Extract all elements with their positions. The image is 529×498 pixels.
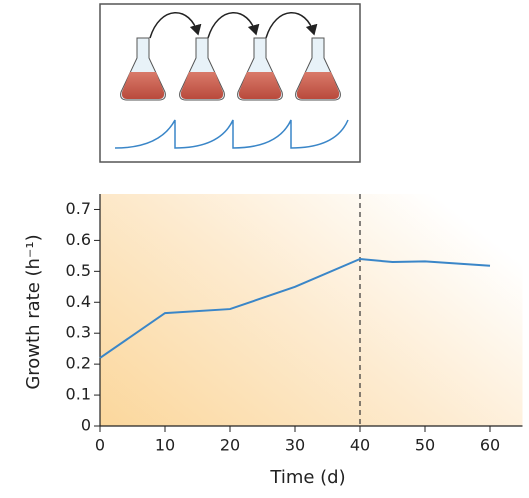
x-tick-label: 10 bbox=[155, 436, 175, 455]
x-tick-label: 60 bbox=[480, 436, 500, 455]
x-axis-label: Time (d) bbox=[269, 467, 345, 488]
y-tick-label: 0.3 bbox=[66, 323, 91, 342]
y-tick-label: 0.6 bbox=[66, 230, 91, 249]
x-tick-label: 0 bbox=[95, 436, 105, 455]
y-tick-label: 0.4 bbox=[66, 292, 91, 311]
plot-background bbox=[100, 194, 523, 426]
y-tick-label: 0 bbox=[81, 416, 91, 435]
x-tick-label: 50 bbox=[415, 436, 435, 455]
y-tick-label: 0.2 bbox=[66, 354, 91, 373]
y-tick-label: 0.1 bbox=[66, 385, 91, 404]
y-tick-label: 0.7 bbox=[66, 199, 91, 218]
x-tick-label: 20 bbox=[220, 436, 240, 455]
x-tick-label: 30 bbox=[285, 436, 305, 455]
line-series bbox=[99, 257, 491, 359]
inset bbox=[99, 3, 361, 163]
y-tick-label: 0.5 bbox=[66, 261, 91, 280]
x-tick-label: 40 bbox=[350, 436, 370, 455]
y-axis-label: Growth rate (h⁻¹) bbox=[23, 234, 44, 389]
